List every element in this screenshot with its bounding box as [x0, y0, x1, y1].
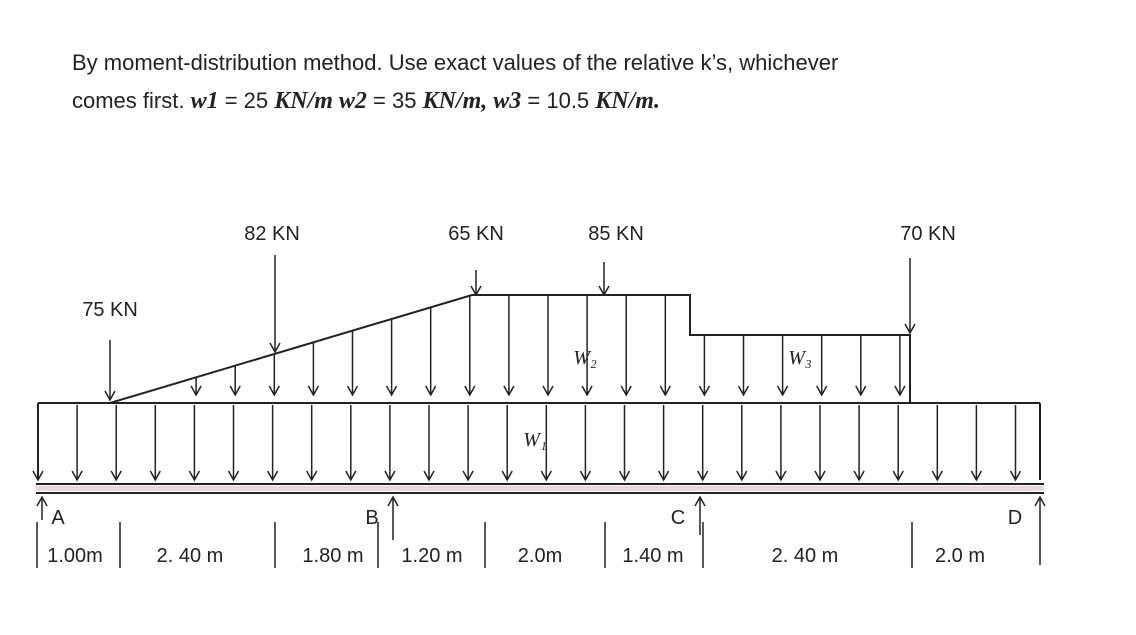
load-arrow-head — [266, 470, 279, 482]
load-arrow-head — [190, 385, 202, 397]
support-label: B — [365, 507, 378, 529]
beam-fill — [36, 486, 1044, 491]
load-arrow-head — [579, 470, 592, 482]
span-label: 1.80 m — [302, 545, 363, 567]
point-load-arrow-head — [269, 342, 281, 354]
reaction-arrow-head — [387, 495, 399, 507]
problem-line: comes first. w1 = 25 KN/m w2 = 35 KN/m, … — [72, 82, 838, 120]
reaction-arrow-head — [694, 495, 706, 507]
load-arrow-head — [501, 470, 513, 482]
load-arrow-head — [346, 385, 359, 397]
load-arrow-head — [306, 470, 318, 482]
support-label: D — [1008, 507, 1022, 529]
load-arrow-head — [385, 385, 398, 397]
load-arrow-head — [659, 385, 671, 397]
problem-line: By moment-distribution method. Use exact… — [72, 50, 839, 75]
load-arrow-head — [736, 470, 748, 482]
load-arrow-head — [776, 385, 789, 397]
math-text: KN/m w2 — [274, 88, 367, 114]
point-load-arrow-head — [470, 285, 482, 297]
load-arrow-head — [618, 470, 631, 482]
load-arrow-head — [32, 470, 44, 482]
load-arrow-head — [697, 470, 709, 482]
math-text: KN/m, w3 — [422, 88, 522, 114]
span-label: 1.20 m — [401, 545, 462, 567]
support-label: C — [671, 507, 685, 529]
plain-text: = 25 — [218, 88, 275, 113]
support-label: A — [51, 507, 65, 529]
load-arrow-head — [816, 385, 828, 397]
load-arrow-head — [1009, 470, 1022, 482]
upper-load-outline — [109, 294, 911, 404]
point-load-label: 82 KN — [244, 223, 300, 245]
load-arrow-head — [542, 385, 554, 397]
load-arrow-head — [229, 385, 241, 397]
load-arrow-head — [620, 385, 632, 397]
math-text: w1 — [190, 88, 219, 114]
point-load-label: 65 KN — [448, 223, 504, 245]
load-arrow-head — [581, 385, 593, 397]
point-load-label: 70 KN — [900, 223, 956, 245]
span-label: 2.0 m — [935, 545, 985, 567]
load-arrow-head — [970, 470, 983, 482]
load-intensity-label: W₂ — [573, 347, 597, 369]
span-label: 2. 40 m — [772, 545, 839, 567]
load-arrow-head — [307, 385, 320, 397]
point-load-label: 85 KN — [588, 223, 644, 245]
plain-text: = 10.5 — [521, 88, 596, 113]
load-arrow-head — [775, 470, 787, 482]
load-arrow-head — [503, 385, 515, 397]
load-arrow-head — [71, 470, 83, 482]
load-arrow-head — [425, 385, 437, 397]
load-arrow-head — [464, 385, 476, 397]
span-label: 2.0m — [518, 545, 562, 567]
load-arrow-head — [814, 470, 826, 482]
load-intensity-label: W₁ — [523, 429, 547, 451]
plain-text: = 35 — [366, 88, 423, 113]
point-load-arrow-head — [104, 390, 116, 402]
load-arrow-head — [423, 470, 435, 482]
load-arrow-head — [737, 385, 750, 397]
load-arrow-head — [227, 470, 240, 482]
point-load-arrow-head — [904, 323, 916, 335]
load-arrow-head — [462, 470, 474, 482]
load-arrow-head — [345, 470, 357, 482]
span-label: 1.00m — [47, 545, 103, 567]
reaction-arrow-head — [1034, 495, 1046, 507]
load-arrow-head — [698, 385, 711, 397]
reaction-arrow-head — [36, 495, 48, 507]
point-load-label: 75 KN — [82, 299, 138, 321]
math-text: KN/m. — [595, 88, 660, 114]
load-arrow-head — [384, 470, 396, 482]
load-arrow-head — [110, 470, 122, 482]
plain-text: comes first. — [72, 88, 191, 113]
load-arrow-head — [540, 470, 552, 482]
load-arrow-head — [855, 385, 867, 397]
load-arrow-head — [894, 385, 906, 397]
load-intensity-label: W₃ — [788, 347, 812, 369]
span-label: 2. 40 m — [157, 545, 224, 567]
load-arrow-head — [657, 470, 670, 482]
load-arrow-head — [892, 470, 904, 482]
load-arrow-head — [268, 385, 280, 397]
span-label: 1.40 m — [622, 545, 683, 567]
load-arrow-head — [853, 470, 865, 482]
problem-text: By moment-distribution method. Use exact… — [72, 44, 838, 120]
load-arrow-head — [931, 470, 943, 482]
point-load-arrow-head — [598, 285, 610, 297]
load-arrow-head — [188, 470, 201, 482]
load-arrow-head — [149, 470, 161, 482]
